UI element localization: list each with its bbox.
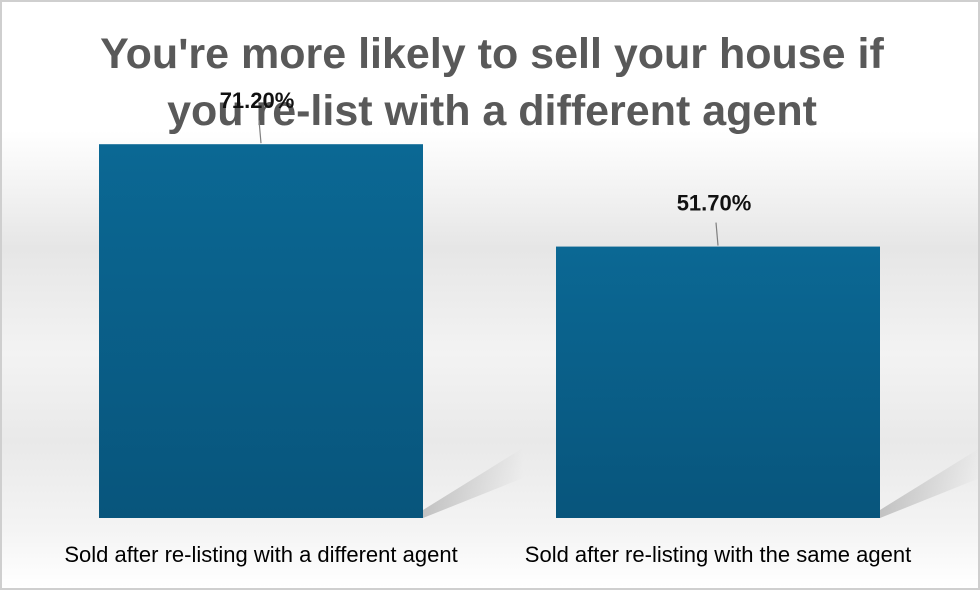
- bar-1: [99, 144, 423, 518]
- category-label-2: Sold after re-listing with the same agen…: [525, 542, 911, 567]
- data-label-2: 51.70%: [677, 191, 752, 216]
- data-label-leader: [715, 222, 719, 246]
- chart-title: You're more likely to sell your house if…: [100, 30, 884, 135]
- data-label-1: 71.20%: [220, 88, 295, 113]
- bar-2: [556, 246, 880, 518]
- bar-shadow: [880, 449, 978, 518]
- data-label-leader: [258, 120, 262, 144]
- category-label-1: Sold after re-listing with a different a…: [64, 542, 457, 567]
- bar-shadow: [423, 448, 523, 518]
